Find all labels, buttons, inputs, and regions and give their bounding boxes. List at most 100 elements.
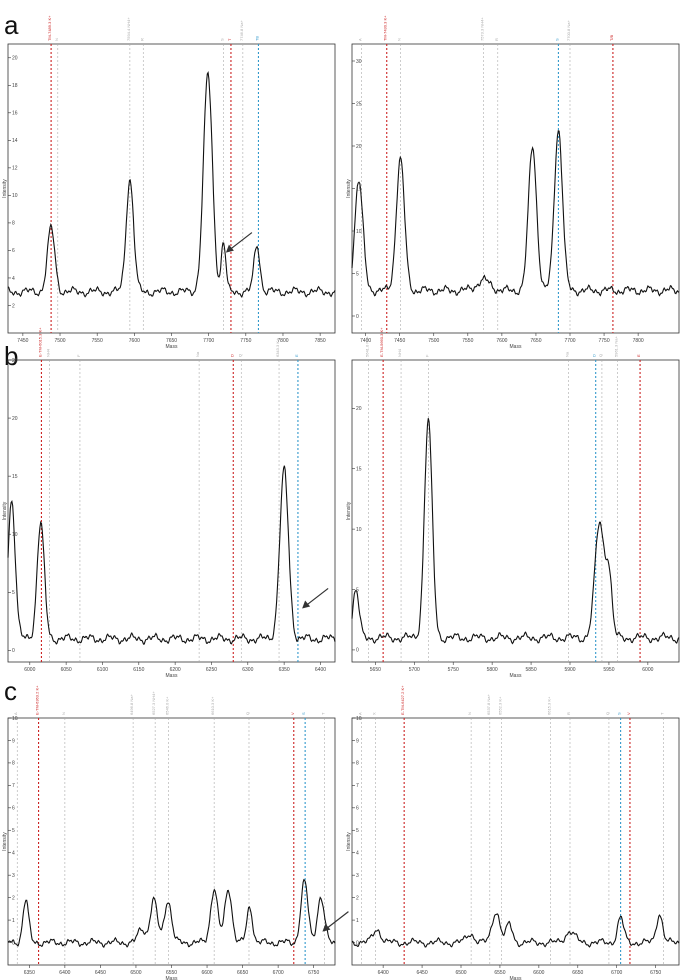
x-tick-label: 7750 bbox=[240, 338, 251, 344]
x-tick-label: 7850 bbox=[315, 338, 326, 344]
y-tick-label: 1 bbox=[12, 918, 15, 924]
arrow-head bbox=[322, 923, 331, 932]
y-tick-label: 15 bbox=[12, 474, 18, 480]
x-tick-label: 6750 bbox=[650, 970, 661, 976]
y-tick-label: 20 bbox=[356, 406, 362, 412]
marker-label: 6496.8 Na+ bbox=[129, 694, 134, 715]
y-tick-label: 15 bbox=[356, 467, 362, 473]
marker-label: Q bbox=[237, 354, 242, 357]
y-tick-label: 10 bbox=[12, 716, 18, 722]
y-axis-label: Intensity bbox=[346, 179, 352, 198]
marker-label: T bbox=[659, 712, 664, 715]
x-axis-label: Mass bbox=[166, 344, 178, 350]
marker-label: 6546.0 K+ bbox=[165, 696, 170, 715]
y-tick-label: 5 bbox=[356, 587, 359, 593]
marker-label: S bbox=[220, 38, 225, 41]
chart-c-right: A X E-TM-6427.2 K+ N 6537.8 Na+ 6552.3 K+ 6615… bbox=[346, 685, 680, 980]
y-tick-label: 16 bbox=[12, 111, 18, 117]
plot-frame bbox=[7, 43, 336, 334]
x-tick-label: 6000 bbox=[642, 667, 653, 673]
y-tick-label: 10 bbox=[356, 716, 362, 722]
x-tick-label: 7750 bbox=[599, 338, 610, 344]
x-tick-label: 7550 bbox=[462, 338, 473, 344]
marker-label: A bbox=[357, 712, 362, 715]
y-tick-label: 15 bbox=[356, 186, 362, 192]
x-tick-label: 7650 bbox=[530, 338, 541, 344]
y-tick-label: 2 bbox=[12, 303, 15, 309]
spectrum-trace bbox=[351, 130, 680, 297]
y-tick-label: 7 bbox=[12, 783, 15, 789]
spectrum-trace bbox=[7, 465, 336, 645]
chart-c-left: A E-TM-6363.2 K+ N 6496.8 Na+ 6527.3 NH4+ 654… bbox=[2, 685, 349, 980]
x-tick-label: 5800 bbox=[487, 667, 498, 673]
marker-label: Q bbox=[245, 712, 250, 715]
y-tick-label: 20 bbox=[356, 144, 362, 150]
y-axis-label: Intensity bbox=[2, 179, 8, 198]
y-tick-label: 5 bbox=[12, 828, 15, 834]
x-tick-label: 6700 bbox=[611, 970, 622, 976]
y-axis-label: Intensity bbox=[2, 501, 8, 520]
spectrum-trace bbox=[351, 418, 680, 645]
x-tick-label: 7600 bbox=[129, 338, 140, 344]
y-tick-label: 18 bbox=[12, 83, 18, 89]
y-tick-label: 6 bbox=[12, 806, 15, 812]
plot-frame bbox=[7, 717, 336, 966]
x-tick-label: 6250 bbox=[206, 667, 217, 673]
marker-label: 6343.3 K+ bbox=[275, 338, 280, 357]
x-tick-label: 7600 bbox=[496, 338, 507, 344]
y-tick-label: 5 bbox=[12, 590, 15, 596]
y-tick-label: 5 bbox=[356, 828, 359, 834]
marker-label: 7700.8 Na+ bbox=[566, 20, 571, 41]
marker-label: 5641.0 Na+ bbox=[364, 336, 369, 357]
y-tick-label: 0 bbox=[356, 314, 359, 320]
x-tick-label: 6050 bbox=[61, 667, 72, 673]
plot-frame bbox=[351, 359, 680, 663]
marker-label: N bbox=[467, 712, 472, 715]
plot-frame bbox=[351, 717, 680, 966]
chart-b-left: E-TM-6015.3 K+ NH4 F Na D Q 6343.3 K+ E 6000 6050… bbox=[2, 327, 336, 679]
marker-label: 6537.8 Na+ bbox=[486, 694, 491, 715]
y-tick-label: 3 bbox=[356, 873, 359, 879]
y-tick-label: 9 bbox=[356, 738, 359, 744]
marker-label: E-TM-6427.2 K+ bbox=[400, 685, 405, 715]
marker-label: F bbox=[424, 354, 429, 357]
x-tick-label: 5900 bbox=[564, 667, 575, 673]
x-tick-label: 5650 bbox=[370, 667, 381, 673]
marker-label: T bbox=[227, 38, 232, 41]
marker-label: Na bbox=[195, 351, 200, 357]
marker-label: S bbox=[301, 712, 306, 715]
x-axis-label: Mass bbox=[166, 976, 178, 980]
x-tick-label: 7800 bbox=[277, 338, 288, 344]
x-tick-label: 6450 bbox=[417, 970, 428, 976]
spectrum-trace bbox=[7, 70, 336, 298]
marker-label: 5961.3 Na+ bbox=[613, 336, 618, 357]
marker-label: E-TM-5660.3 K+ bbox=[379, 327, 384, 357]
marker-label: Na bbox=[564, 351, 569, 357]
chart-b-right: 5641.0 Na+ E-TM-5660.3 K+ NH4 F Na D Q 5961.3 N… bbox=[346, 327, 680, 679]
x-tick-label: 7400 bbox=[360, 338, 371, 344]
x-tick-label: 6200 bbox=[170, 667, 181, 673]
marker-label: TM-7430.3 K+ bbox=[383, 15, 388, 41]
marker-label: X bbox=[371, 712, 376, 715]
x-tick-label: 6450 bbox=[95, 970, 106, 976]
y-tick-label: 25 bbox=[356, 101, 362, 107]
x-tick-label: 5750 bbox=[448, 667, 459, 673]
x-tick-label: 7650 bbox=[166, 338, 177, 344]
chart-a-right: A TM-7430.3 K+ N 7573.3 NH4+ R S 7700.8 Na+ T/B… bbox=[346, 15, 680, 350]
x-tick-label: 6700 bbox=[273, 970, 284, 976]
y-tick-label: 0 bbox=[12, 940, 15, 946]
x-tick-label: 5700 bbox=[409, 667, 420, 673]
x-tick-label: 6350 bbox=[24, 970, 35, 976]
x-axis-label: Mass bbox=[166, 673, 178, 679]
y-tick-label: 10 bbox=[356, 527, 362, 533]
marker-label: E-TM-6015.3 K+ bbox=[37, 327, 42, 357]
arrow-shaft bbox=[305, 587, 329, 606]
x-tick-label: 7700 bbox=[564, 338, 575, 344]
marker-label: S bbox=[554, 38, 559, 41]
x-tick-label: 7450 bbox=[394, 338, 405, 344]
x-tick-label: 6550 bbox=[166, 970, 177, 976]
x-tick-label: 7500 bbox=[428, 338, 439, 344]
panel-label-a: a bbox=[4, 10, 19, 40]
marker-label: F bbox=[76, 354, 81, 357]
